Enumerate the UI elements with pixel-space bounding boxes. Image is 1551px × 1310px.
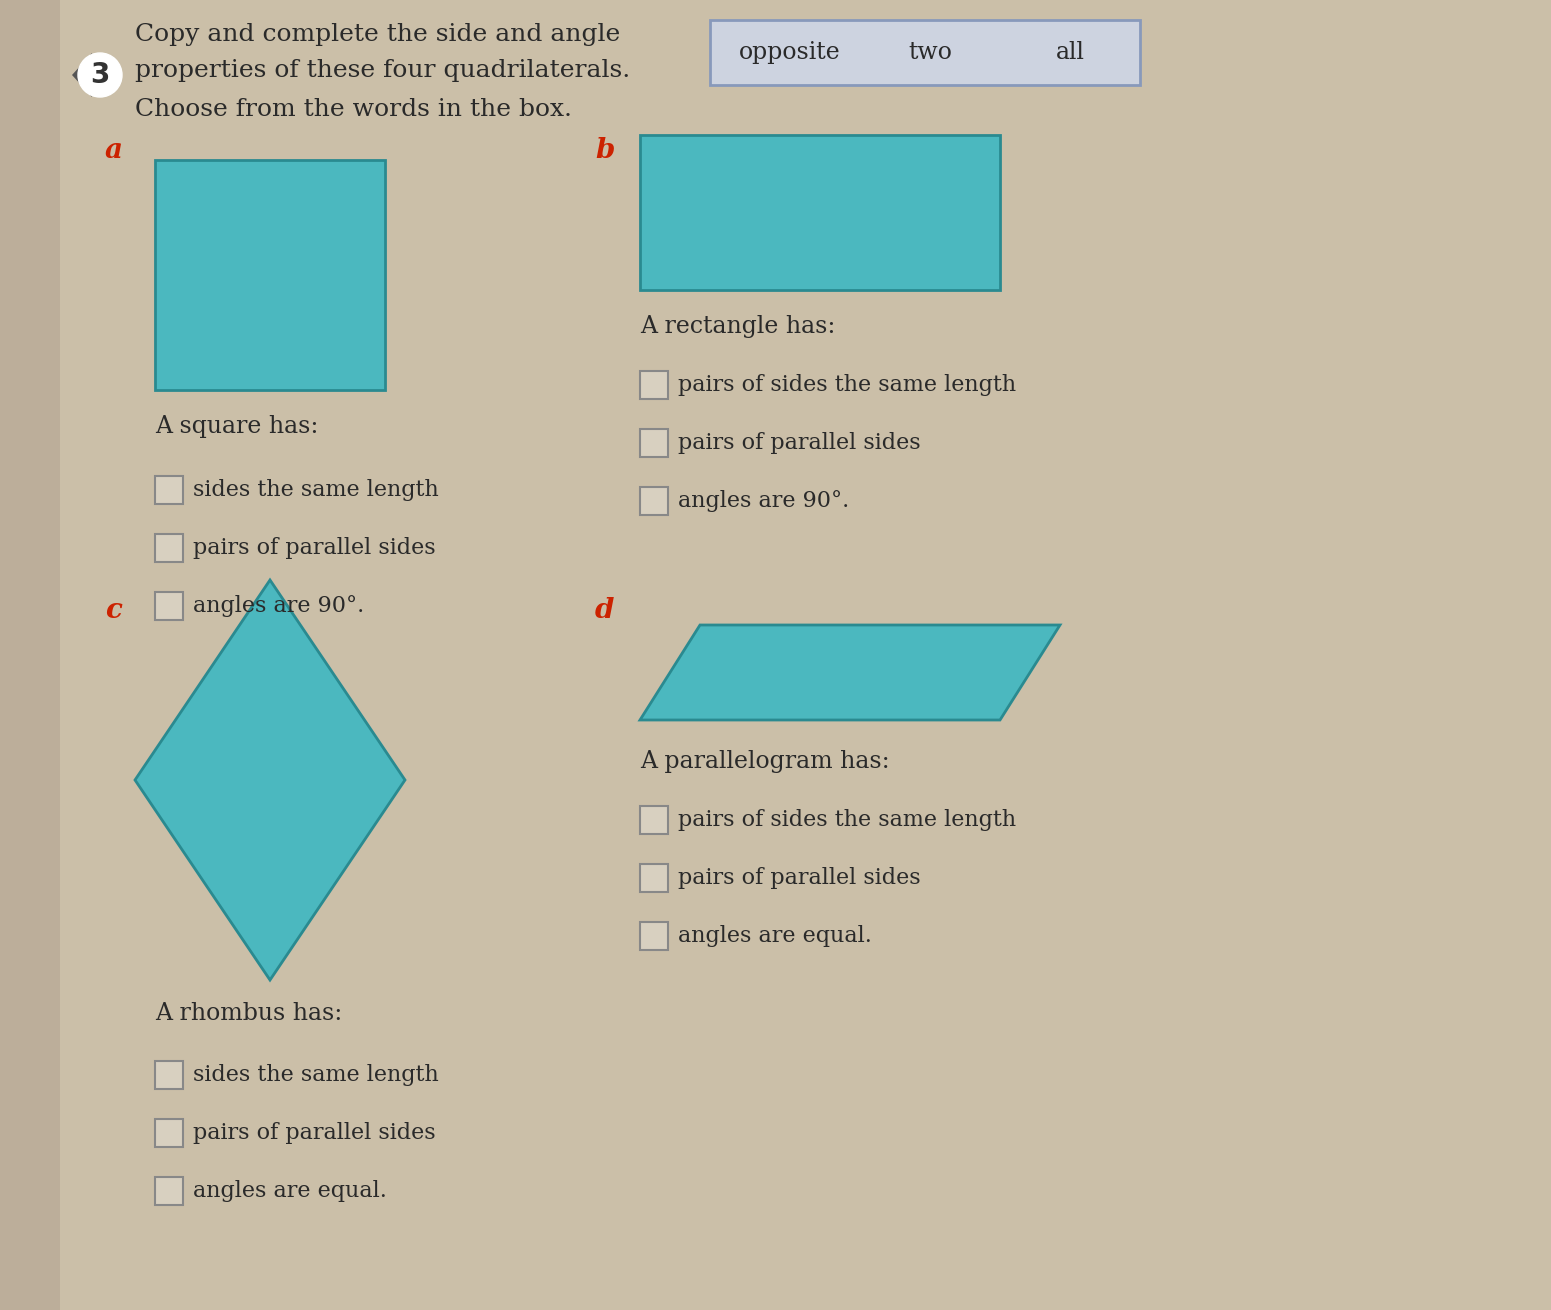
Text: pairs of sides the same length: pairs of sides the same length [678,810,1016,831]
Text: A square has:: A square has: [155,415,318,438]
Polygon shape [71,52,92,97]
Bar [155,592,183,620]
Text: angles are 90°.: angles are 90°. [192,595,364,617]
Bar [0,0,60,1310]
Text: pairs of parallel sides: pairs of parallel sides [678,432,921,455]
Bar [155,1061,183,1089]
Text: angles are equal.: angles are equal. [192,1180,386,1203]
Polygon shape [135,580,405,980]
Text: angles are 90°.: angles are 90°. [678,490,850,512]
Bar [155,160,385,390]
Text: pairs of parallel sides: pairs of parallel sides [192,1121,436,1144]
Text: A rhombus has:: A rhombus has: [155,1002,343,1024]
Text: opposite: opposite [740,41,841,64]
Bar [641,135,1000,290]
Bar [641,371,668,400]
Text: two: two [907,41,952,64]
Text: b: b [596,136,614,164]
Text: pairs of parallel sides: pairs of parallel sides [192,537,436,559]
Text: pairs of parallel sides: pairs of parallel sides [678,867,921,889]
Bar [155,1119,183,1148]
Text: d: d [596,596,614,624]
Polygon shape [641,625,1059,721]
Bar [641,428,668,457]
Bar [641,806,668,834]
Text: A rectangle has:: A rectangle has: [641,314,836,338]
Text: sides the same length: sides the same length [192,1064,439,1086]
Bar [155,1176,183,1205]
Bar [641,487,668,515]
Text: a: a [105,136,123,164]
Circle shape [78,52,123,97]
Bar [710,20,1140,85]
Text: A parallelogram has:: A parallelogram has: [641,751,890,773]
Text: Copy and complete the side and angle: Copy and complete the side and angle [135,24,620,46]
Text: 3: 3 [90,62,110,89]
Text: properties of these four quadrilaterals.: properties of these four quadrilaterals. [135,59,630,81]
Bar [641,922,668,950]
Text: all: all [1056,41,1084,64]
Text: Choose from the words in the box.: Choose from the words in the box. [135,98,572,122]
Text: c: c [105,596,123,624]
Text: sides the same length: sides the same length [192,479,439,500]
Bar [155,476,183,504]
Text: pairs of sides the same length: pairs of sides the same length [678,373,1016,396]
Text: angles are equal.: angles are equal. [678,925,872,947]
Bar [155,534,183,562]
Bar [641,865,668,892]
